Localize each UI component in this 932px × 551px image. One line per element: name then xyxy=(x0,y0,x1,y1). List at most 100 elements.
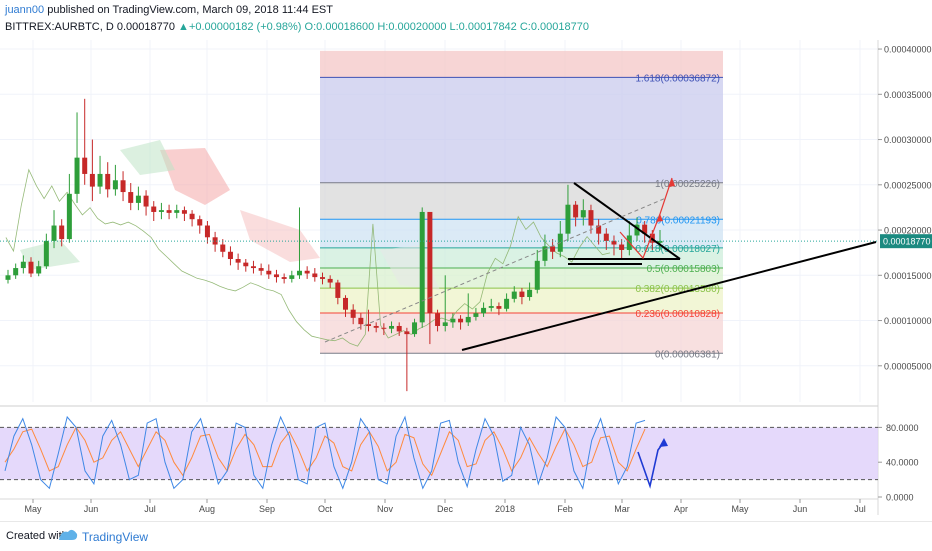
candle-body xyxy=(488,306,494,308)
fib-level-label: 0.786(0.00021193) xyxy=(636,215,720,226)
candle-body xyxy=(128,192,134,203)
cloud-area xyxy=(380,245,440,290)
candle-body xyxy=(143,195,149,207)
cloud-area xyxy=(120,140,175,175)
last-price: 0.00018770 xyxy=(116,21,175,33)
fib-level-label: 0.382(0.00013580) xyxy=(635,284,720,295)
candle-body xyxy=(97,173,103,187)
time-tick-label: Mar xyxy=(614,504,630,514)
candle-body xyxy=(158,210,164,212)
price-chart: 1.618(0.00036872) 1(0.00025226) 0.786(0.00… xyxy=(0,40,932,515)
stoch-d-line xyxy=(4,426,646,477)
candle-body xyxy=(419,211,425,323)
fib-zone xyxy=(320,182,723,220)
candle-body xyxy=(59,225,65,240)
fib-level-label: 1(0.00025226) xyxy=(655,179,720,190)
candle-body xyxy=(82,157,88,174)
candle-body xyxy=(596,225,602,234)
price-tick-label: 0.00035000 xyxy=(884,90,932,100)
fib-zone xyxy=(320,50,723,78)
current-price-label: 0.00018770 xyxy=(883,237,931,247)
candle-body xyxy=(66,193,72,240)
projection-arrow-path xyxy=(619,177,673,260)
fib-level-label: 0.236(0.00010828) xyxy=(635,309,720,320)
candle-body xyxy=(588,210,594,226)
candle-body xyxy=(534,260,540,290)
candle-body xyxy=(220,244,226,252)
candle-body xyxy=(243,262,249,267)
stoch-tick-label: 0.0000 xyxy=(886,493,914,503)
time-tick-label: May xyxy=(24,504,42,514)
time-tick-label: Jun xyxy=(84,504,99,514)
time-tick-label: Dec xyxy=(437,504,454,514)
price-axis: 0.00040000 0.00035000 0.00030000 0.00025000… xyxy=(877,40,932,515)
candle-body xyxy=(634,224,640,236)
candle-body xyxy=(258,268,264,271)
price-tick-label: 0.00025000 xyxy=(884,180,932,190)
candle-body xyxy=(335,282,341,298)
candle-body xyxy=(135,195,141,203)
candle-body xyxy=(281,277,287,279)
candle-body xyxy=(204,225,210,238)
candle-body xyxy=(120,180,126,193)
candle-body xyxy=(20,261,26,269)
dashed-trend-projection xyxy=(324,197,667,343)
symbol-name[interactable]: BITTREX:AURBTC, D xyxy=(5,21,114,33)
candle-body xyxy=(197,219,203,226)
candle-body xyxy=(573,204,579,218)
candle-body xyxy=(166,210,172,213)
candle-body xyxy=(51,225,57,241)
price-tick-label: 0.00015000 xyxy=(884,271,932,281)
candle-body xyxy=(373,325,379,328)
candle-body xyxy=(527,289,533,298)
time-tick-label: Aug xyxy=(199,504,215,514)
candle-body xyxy=(235,259,241,263)
tradingview-logo-icon[interactable] xyxy=(58,528,78,542)
candle-body xyxy=(151,206,157,212)
trendlines xyxy=(0,177,878,351)
candle-body xyxy=(304,270,310,274)
candle-body xyxy=(580,210,586,218)
cloud-area xyxy=(20,240,80,270)
time-tick-label: Apr xyxy=(674,504,688,514)
arrow-head-icon xyxy=(656,214,663,222)
candle-body xyxy=(389,325,395,329)
time-tick-label: Nov xyxy=(377,504,394,514)
time-tick-label: May xyxy=(731,504,749,514)
candle-body xyxy=(511,291,517,299)
candle-body xyxy=(435,313,441,326)
created-with-text: Created with xyxy=(6,530,68,542)
price-tick-label: 0.00005000 xyxy=(884,361,932,371)
fib-level-label: 0.5(0.00015803) xyxy=(647,264,720,275)
candle-body xyxy=(112,180,118,190)
candle-body xyxy=(36,266,42,274)
price-tick-label: 0.00040000 xyxy=(884,45,932,55)
ichimoku-cloud xyxy=(5,140,611,347)
candle-body xyxy=(319,277,325,279)
ohlc-values: O:0.00018600 H:0.00020000 L:0.00017842 C… xyxy=(304,21,589,33)
candle-body xyxy=(343,297,349,310)
candle-body xyxy=(619,244,625,250)
candles xyxy=(5,98,663,392)
arrow-head-icon xyxy=(659,438,668,447)
candle-body xyxy=(181,210,187,214)
stoch-k-line xyxy=(4,415,646,490)
arrow-head-icon xyxy=(668,178,675,187)
candle-body xyxy=(43,240,49,267)
candle-body xyxy=(312,273,318,278)
author-link[interactable]: juann00 xyxy=(5,4,45,16)
current-price-badge xyxy=(880,234,932,249)
stoch-tick-label: 40.0000 xyxy=(886,458,919,468)
time-axis: May Jun Jul Aug Sep Oct Nov Dec 2018 Feb Mar Apr May… xyxy=(0,498,878,514)
candle-body xyxy=(473,313,479,317)
candle-body xyxy=(289,275,295,279)
cloud-area xyxy=(240,210,320,262)
candle-body xyxy=(542,246,548,261)
stoch-tick-label: 80.0000 xyxy=(886,423,919,433)
tradingview-brand-link[interactable]: TradingView xyxy=(82,530,149,544)
candle-body xyxy=(396,325,402,332)
candle-body xyxy=(458,318,464,323)
price-tick-label: 0.00010000 xyxy=(884,316,932,326)
candle-body xyxy=(28,261,34,274)
symbol-line: BITTREX:AURBTC, D 0.00018770 ▲+0.0000018… xyxy=(5,21,589,33)
